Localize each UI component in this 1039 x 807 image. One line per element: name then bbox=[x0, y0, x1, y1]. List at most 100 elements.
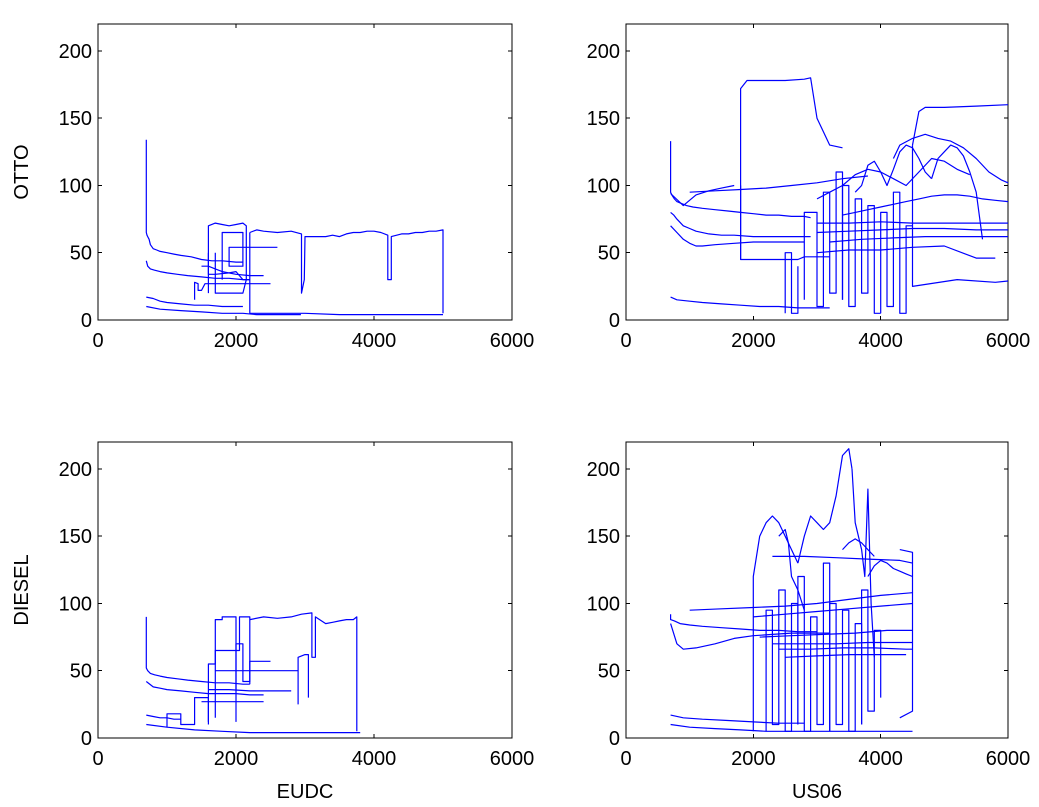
series-line-18 bbox=[880, 191, 913, 314]
series-line-1 bbox=[145, 616, 250, 685]
series-line-2 bbox=[145, 681, 264, 696]
series-line-4 bbox=[146, 723, 361, 734]
series-line-6 bbox=[739, 77, 843, 260]
series-line-2 bbox=[670, 623, 830, 650]
axes-frame bbox=[97, 441, 513, 739]
x-axis-title: US06 bbox=[792, 781, 842, 803]
x-tick-label: 6000 bbox=[490, 330, 535, 352]
series-line-1 bbox=[669, 141, 811, 219]
series-line-3 bbox=[146, 714, 181, 720]
series-line-9 bbox=[772, 555, 913, 564]
series-line-2 bbox=[670, 211, 811, 238]
series-line-13 bbox=[297, 653, 309, 705]
y-tick-label: 100 bbox=[59, 175, 92, 197]
y-axis-title: OTTO bbox=[11, 144, 33, 199]
series-line-9 bbox=[249, 229, 444, 314]
series-line-8 bbox=[194, 281, 271, 300]
series-line-13 bbox=[772, 641, 913, 645]
series-line-5 bbox=[207, 222, 247, 294]
series-line-12 bbox=[249, 612, 358, 732]
series-line-16 bbox=[765, 589, 799, 732]
series-line-1 bbox=[669, 614, 817, 633]
series-line-8 bbox=[689, 592, 913, 611]
x-tick-label: 4000 bbox=[352, 748, 397, 770]
series-line-21 bbox=[842, 538, 875, 557]
series-line-3 bbox=[670, 225, 805, 247]
series-line-5 bbox=[670, 184, 735, 207]
y-tick-label: 0 bbox=[609, 728, 620, 750]
series-line-11 bbox=[207, 252, 250, 281]
series-line-11 bbox=[842, 194, 1009, 216]
series-line-17 bbox=[797, 562, 831, 732]
y-tick-label: 150 bbox=[59, 526, 92, 548]
panel-otto-us06: 0 2000 4000 6000 0 50 100 150 200 bbox=[587, 23, 1031, 352]
x-tick-label: 0 bbox=[92, 330, 103, 352]
panel-diesel-eudc: 0 2000 4000 6000 0 50 100 150 200 DIESEL EUDC bbox=[11, 441, 535, 803]
series-line-6 bbox=[214, 616, 251, 718]
y-tick-label: 200 bbox=[59, 41, 92, 63]
series-line-6 bbox=[221, 231, 278, 280]
panel-otto-eudc: 0 2000 4000 6000 0 50 100 150 200 OTTO bbox=[11, 23, 535, 352]
series-line-7 bbox=[851, 468, 875, 658]
y-tick-label: 200 bbox=[587, 41, 620, 63]
series-line-4 bbox=[670, 296, 830, 309]
axes-frame bbox=[97, 23, 513, 321]
y-tick-label: 0 bbox=[609, 310, 620, 332]
series-line-3 bbox=[146, 296, 243, 308]
x-tick-label: 0 bbox=[92, 748, 103, 770]
series-line-10 bbox=[249, 232, 443, 316]
series-line-14 bbox=[829, 236, 1008, 243]
x-tick-label: 6000 bbox=[490, 748, 535, 770]
y-axis-title: DIESEL bbox=[11, 554, 33, 625]
x-axis-title: EUDC bbox=[277, 781, 334, 803]
y-tick-label: 50 bbox=[598, 661, 620, 683]
series-line-2 bbox=[145, 260, 250, 281]
y-tick-label: 50 bbox=[70, 661, 92, 683]
series-line-19 bbox=[860, 589, 882, 725]
series-line-12 bbox=[759, 629, 913, 638]
x-tick-label: 6000 bbox=[986, 748, 1031, 770]
series-line-20 bbox=[867, 559, 913, 578]
axes-frame bbox=[625, 23, 1009, 321]
x-tick-label: 4000 bbox=[352, 330, 397, 352]
series-line-22 bbox=[892, 133, 1009, 184]
y-tick-label: 200 bbox=[59, 459, 92, 481]
series-line-16 bbox=[803, 171, 844, 308]
series-line-17 bbox=[841, 184, 881, 314]
series-line-18 bbox=[829, 602, 863, 732]
y-tick-label: 0 bbox=[81, 728, 92, 750]
series-line-11 bbox=[753, 602, 913, 618]
y-tick-label: 100 bbox=[587, 593, 620, 615]
x-tick-label: 0 bbox=[620, 748, 631, 770]
x-tick-label: 4000 bbox=[858, 330, 903, 352]
series-line-23 bbox=[689, 175, 868, 193]
y-tick-label: 50 bbox=[598, 243, 620, 265]
series-line-7 bbox=[235, 643, 271, 691]
panel-diesel-us06: 0 2000 4000 6000 0 50 100 150 200 US06 bbox=[587, 441, 1031, 803]
y-tick-label: 100 bbox=[59, 593, 92, 615]
y-tick-label: 0 bbox=[81, 310, 92, 332]
series-line-5 bbox=[752, 515, 799, 732]
y-tick-label: 150 bbox=[587, 526, 620, 548]
x-tick-label: 2000 bbox=[731, 330, 776, 352]
series-line-15 bbox=[785, 653, 907, 658]
series-line-10 bbox=[899, 549, 914, 719]
series-line-22 bbox=[778, 528, 805, 611]
x-tick-label: 2000 bbox=[214, 748, 259, 770]
y-tick-label: 100 bbox=[587, 175, 620, 197]
x-tick-label: 2000 bbox=[731, 748, 776, 770]
series-line-7 bbox=[739, 185, 830, 261]
y-tick-label: 50 bbox=[70, 243, 92, 265]
series-line-14 bbox=[778, 647, 913, 650]
series-line-5 bbox=[207, 616, 237, 725]
x-tick-label: 2000 bbox=[214, 330, 259, 352]
series-line-11 bbox=[166, 696, 209, 728]
series-line-21 bbox=[931, 144, 984, 240]
x-tick-label: 6000 bbox=[986, 330, 1031, 352]
series-line-4 bbox=[146, 305, 301, 316]
axes-frame bbox=[625, 441, 1009, 739]
series-line-8 bbox=[911, 104, 1009, 146]
series-line-20 bbox=[854, 144, 933, 193]
x-tick-label: 4000 bbox=[858, 748, 903, 770]
